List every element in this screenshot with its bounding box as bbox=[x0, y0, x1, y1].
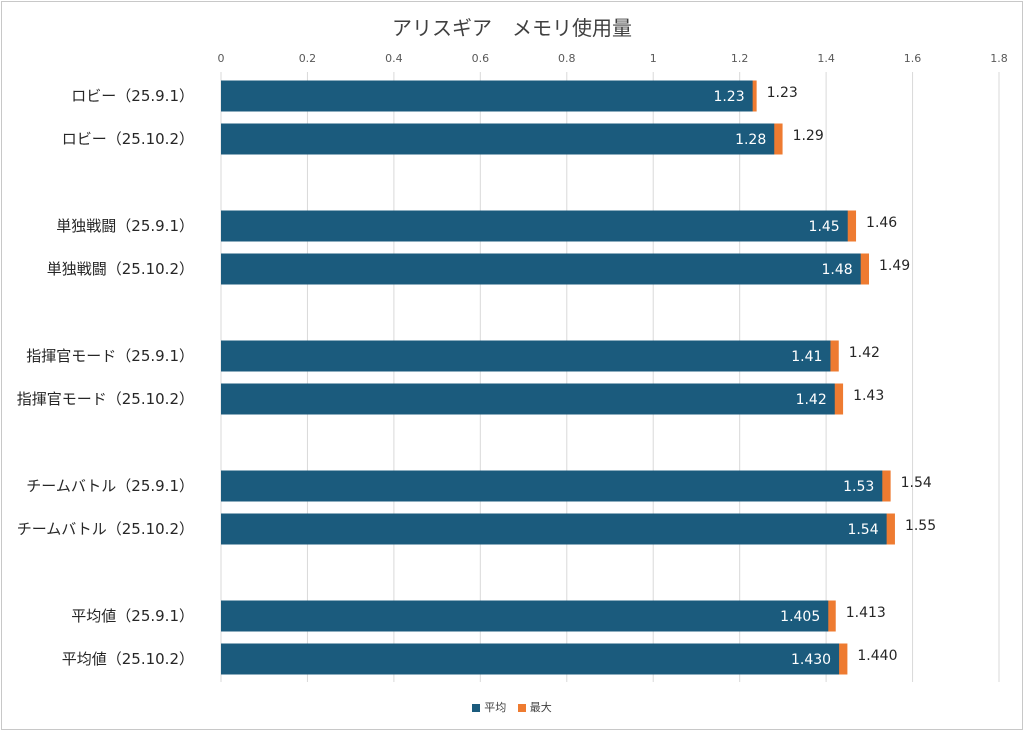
bar-average bbox=[221, 513, 887, 545]
bar-average bbox=[221, 643, 840, 675]
bar-average bbox=[221, 80, 753, 112]
x-tick-label: 0.6 bbox=[472, 52, 490, 65]
bar-average bbox=[221, 123, 775, 155]
legend-item-average: 平均 bbox=[472, 699, 506, 715]
data-label-average: 1.54 bbox=[847, 522, 878, 538]
x-tick-label: 1 bbox=[650, 52, 657, 65]
data-label-average: 1.23 bbox=[713, 89, 744, 105]
data-label-max: 1.440 bbox=[857, 648, 897, 664]
data-label-max: 1.413 bbox=[846, 605, 886, 621]
data-label-max: 1.49 bbox=[879, 258, 910, 274]
x-tick-label: 1.4 bbox=[817, 52, 835, 65]
legend-swatch-average bbox=[472, 704, 481, 712]
x-tick-label: 0 bbox=[218, 52, 225, 65]
legend-item-max: 最大 bbox=[517, 699, 552, 715]
x-tick-label: 1.6 bbox=[904, 52, 922, 65]
category-label: ロビー（25.10.2） bbox=[62, 130, 194, 148]
x-tick-label: 0.8 bbox=[558, 52, 576, 65]
data-label-max: 1.43 bbox=[853, 388, 884, 404]
x-tick-label: 1.8 bbox=[990, 52, 1008, 65]
data-label-average: 1.45 bbox=[809, 219, 840, 235]
data-label-average: 1.48 bbox=[822, 262, 853, 278]
bar-average bbox=[221, 340, 831, 372]
category-label: チームバトル（25.10.2） bbox=[17, 520, 194, 538]
data-label-max: 1.42 bbox=[849, 345, 880, 361]
category-label: チームバトル（25.9.1） bbox=[26, 477, 194, 495]
data-label-average: 1.430 bbox=[791, 652, 831, 668]
x-tick-label: 0.4 bbox=[385, 52, 403, 65]
x-tick-label: 1.2 bbox=[731, 52, 749, 65]
data-label-average: 1.42 bbox=[796, 392, 827, 408]
legend-label-max: 最大 bbox=[529, 701, 552, 714]
data-label-average: 1.405 bbox=[780, 609, 820, 625]
legend-swatch-max bbox=[517, 704, 526, 712]
data-label-max: 1.54 bbox=[901, 475, 932, 491]
data-label-max: 1.46 bbox=[866, 215, 897, 231]
category-label: 平均値（25.10.2） bbox=[62, 650, 194, 668]
data-label-average: 1.53 bbox=[843, 479, 874, 495]
bar-average bbox=[221, 600, 829, 632]
category-label: 指揮官モード（25.9.1） bbox=[26, 347, 194, 365]
category-label: 指揮官モード（25.10.2） bbox=[17, 390, 194, 408]
category-label: 単独戦闘（25.10.2） bbox=[47, 260, 194, 278]
bar-average bbox=[221, 253, 861, 285]
x-tick-label: 0.2 bbox=[299, 52, 317, 65]
data-label-average: 1.28 bbox=[735, 132, 766, 148]
data-label-average: 1.41 bbox=[791, 349, 822, 365]
bar-average bbox=[221, 470, 883, 502]
category-label: 平均値（25.9.1） bbox=[71, 607, 194, 625]
category-label: ロビー（25.9.1） bbox=[71, 87, 194, 105]
chart-title: アリスギア メモリ使用量 bbox=[392, 16, 632, 40]
chart-legend: 平均 最大 bbox=[0, 699, 1024, 715]
legend-label-average: 平均 bbox=[484, 701, 507, 714]
data-label-max: 1.29 bbox=[793, 128, 824, 144]
bar-average bbox=[221, 210, 848, 242]
data-label-max: 1.23 bbox=[767, 85, 798, 101]
category-label: 単独戦闘（25.9.1） bbox=[56, 217, 194, 235]
data-label-max: 1.55 bbox=[905, 518, 936, 534]
bar-average bbox=[221, 383, 835, 415]
